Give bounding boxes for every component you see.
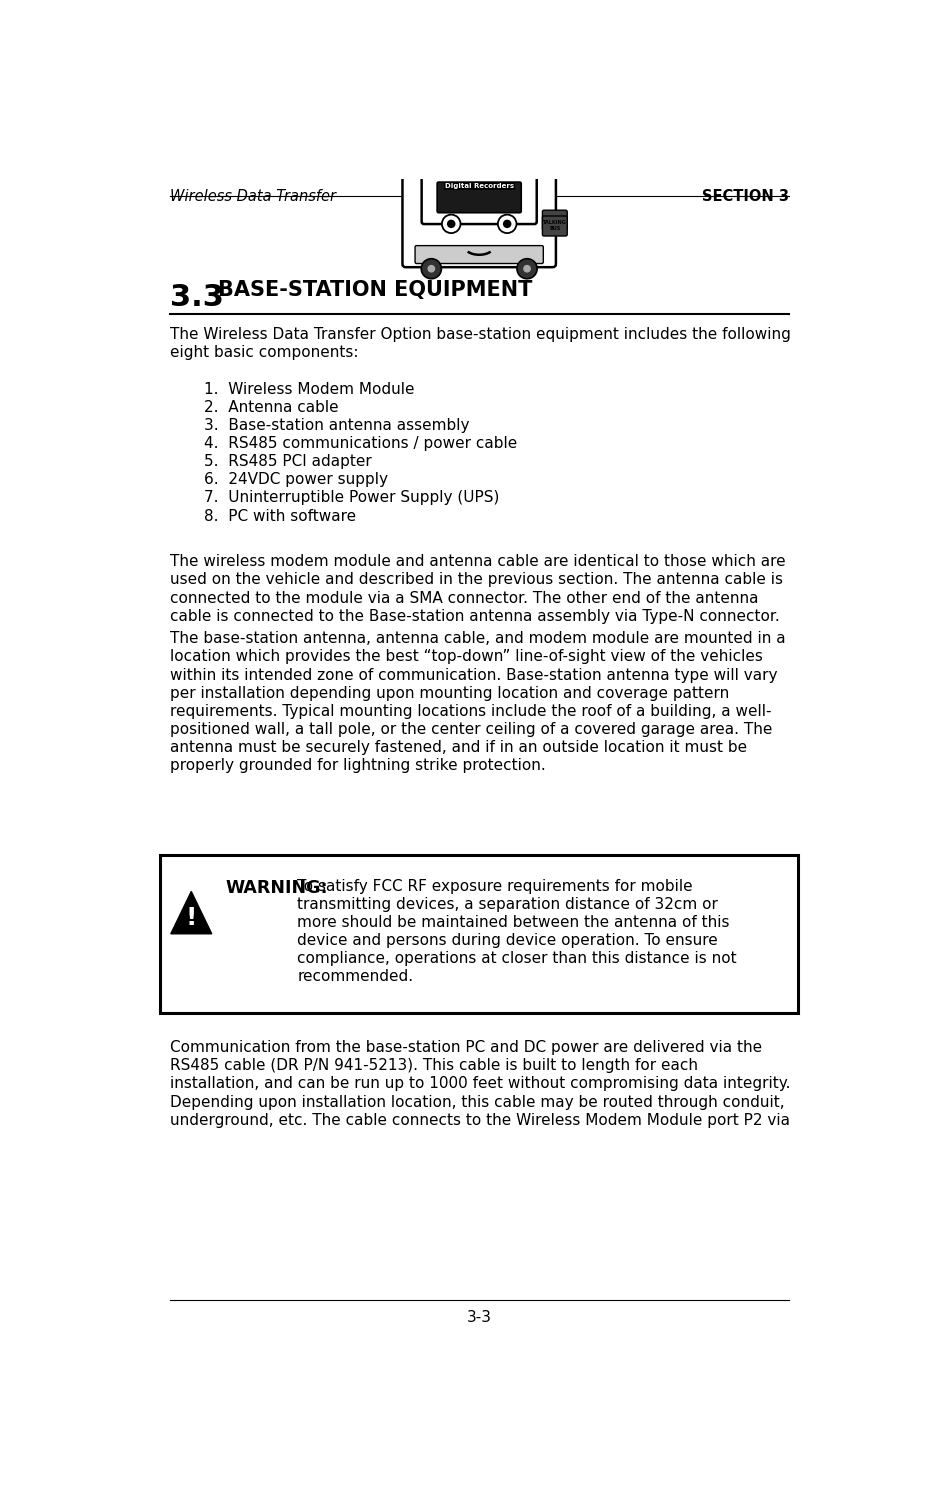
Text: per installation depending upon mounting location and coverage pattern: per installation depending upon mounting… (169, 686, 728, 701)
Text: The base-station antenna, antenna cable, and modem module are mounted in a: The base-station antenna, antenna cable,… (169, 631, 785, 646)
Text: Depending upon installation location, this cable may be routed through conduit,: Depending upon installation location, th… (169, 1094, 784, 1109)
Polygon shape (171, 891, 211, 934)
Text: used on the vehicle and described in the previous section. The antenna cable is: used on the vehicle and described in the… (169, 573, 783, 588)
FancyBboxPatch shape (402, 176, 556, 268)
Text: 6.  24VDC power supply: 6. 24VDC power supply (205, 472, 388, 487)
Text: more should be maintained between the antenna of this: more should be maintained between the an… (297, 915, 730, 930)
Text: TALKING
BUS: TALKING BUS (543, 220, 567, 232)
Text: cable is connected to the Base-station antenna assembly via Type-N connector.: cable is connected to the Base-station a… (169, 608, 780, 623)
Text: 3.  Base-station antenna assembly: 3. Base-station antenna assembly (205, 419, 470, 434)
FancyBboxPatch shape (160, 855, 798, 1012)
FancyBboxPatch shape (438, 182, 521, 212)
Text: positioned wall, a tall pole, or the center ceiling of a covered garage area. Th: positioned wall, a tall pole, or the cen… (169, 722, 772, 737)
Text: The Wireless Data Transfer Option base-station equipment includes the following: The Wireless Data Transfer Option base-s… (169, 327, 790, 342)
Text: WARNING:: WARNING: (225, 879, 328, 897)
Circle shape (524, 265, 531, 272)
Text: !: ! (185, 906, 197, 930)
Circle shape (422, 259, 441, 278)
Text: Digital Recorders: Digital Recorders (445, 182, 513, 188)
Text: recommended.: recommended. (297, 969, 413, 984)
Text: Communication from the base-station PC and DC power are delivered via the: Communication from the base-station PC a… (169, 1041, 762, 1055)
FancyBboxPatch shape (542, 215, 568, 236)
Text: 4.  RS485 communications / power cable: 4. RS485 communications / power cable (205, 437, 518, 451)
Text: 3-3: 3-3 (467, 1310, 492, 1325)
Text: installation, and can be run up to 1000 feet without compromising data integrity: installation, and can be run up to 1000 … (169, 1076, 790, 1091)
Circle shape (442, 215, 461, 233)
FancyBboxPatch shape (415, 245, 543, 263)
Text: 1.  Wireless Modem Module: 1. Wireless Modem Module (205, 381, 415, 396)
Text: 7.  Uninterruptible Power Supply (UPS): 7. Uninterruptible Power Supply (UPS) (205, 490, 500, 505)
Text: eight basic components:: eight basic components: (169, 345, 358, 360)
Text: To satisfy FCC RF exposure requirements for mobile: To satisfy FCC RF exposure requirements … (297, 879, 693, 894)
Text: RS485 cable (DR P/N 941-5213). This cable is built to length for each: RS485 cable (DR P/N 941-5213). This cabl… (169, 1058, 698, 1073)
Text: requirements. Typical mounting locations include the roof of a building, a well-: requirements. Typical mounting locations… (169, 704, 771, 719)
Circle shape (427, 265, 435, 272)
Text: location which provides the best “top-down” line-of-sight view of the vehicles: location which provides the best “top-do… (169, 649, 762, 664)
Text: compliance, operations at closer than this distance is not: compliance, operations at closer than th… (297, 951, 737, 966)
Text: 5.  RS485 PCI adapter: 5. RS485 PCI adapter (205, 454, 372, 469)
Text: antenna must be securely fastened, and if in an outside location it must be: antenna must be securely fastened, and i… (169, 740, 747, 755)
Text: 3.3: 3.3 (169, 284, 223, 312)
Text: Wireless Data Transfer: Wireless Data Transfer (169, 188, 336, 203)
Circle shape (503, 220, 511, 229)
Text: SECTION 3: SECTION 3 (702, 188, 789, 203)
FancyBboxPatch shape (542, 211, 568, 230)
Circle shape (517, 259, 537, 278)
Text: underground, etc. The cable connects to the Wireless Modem Module port P2 via: underground, etc. The cable connects to … (169, 1112, 789, 1127)
Text: within its intended zone of communication. Base-station antenna type will vary: within its intended zone of communicatio… (169, 668, 777, 683)
Text: The wireless modem module and antenna cable are identical to those which are: The wireless modem module and antenna ca… (169, 555, 785, 570)
Text: 8.  PC with software: 8. PC with software (205, 508, 356, 523)
Text: BASE-STATION EQUIPMENT: BASE-STATION EQUIPMENT (218, 280, 532, 300)
Text: connected to the module via a SMA connector. The other end of the antenna: connected to the module via a SMA connec… (169, 591, 758, 605)
Text: properly grounded for lightning strike protection.: properly grounded for lightning strike p… (169, 758, 545, 773)
Text: device and persons during device operation. To ensure: device and persons during device operati… (297, 933, 718, 948)
Circle shape (497, 215, 516, 233)
Text: transmitting devices, a separation distance of 32cm or: transmitting devices, a separation dista… (297, 897, 718, 912)
Circle shape (447, 220, 455, 229)
FancyBboxPatch shape (422, 173, 537, 224)
Text: 2.  Antenna cable: 2. Antenna cable (205, 401, 339, 416)
